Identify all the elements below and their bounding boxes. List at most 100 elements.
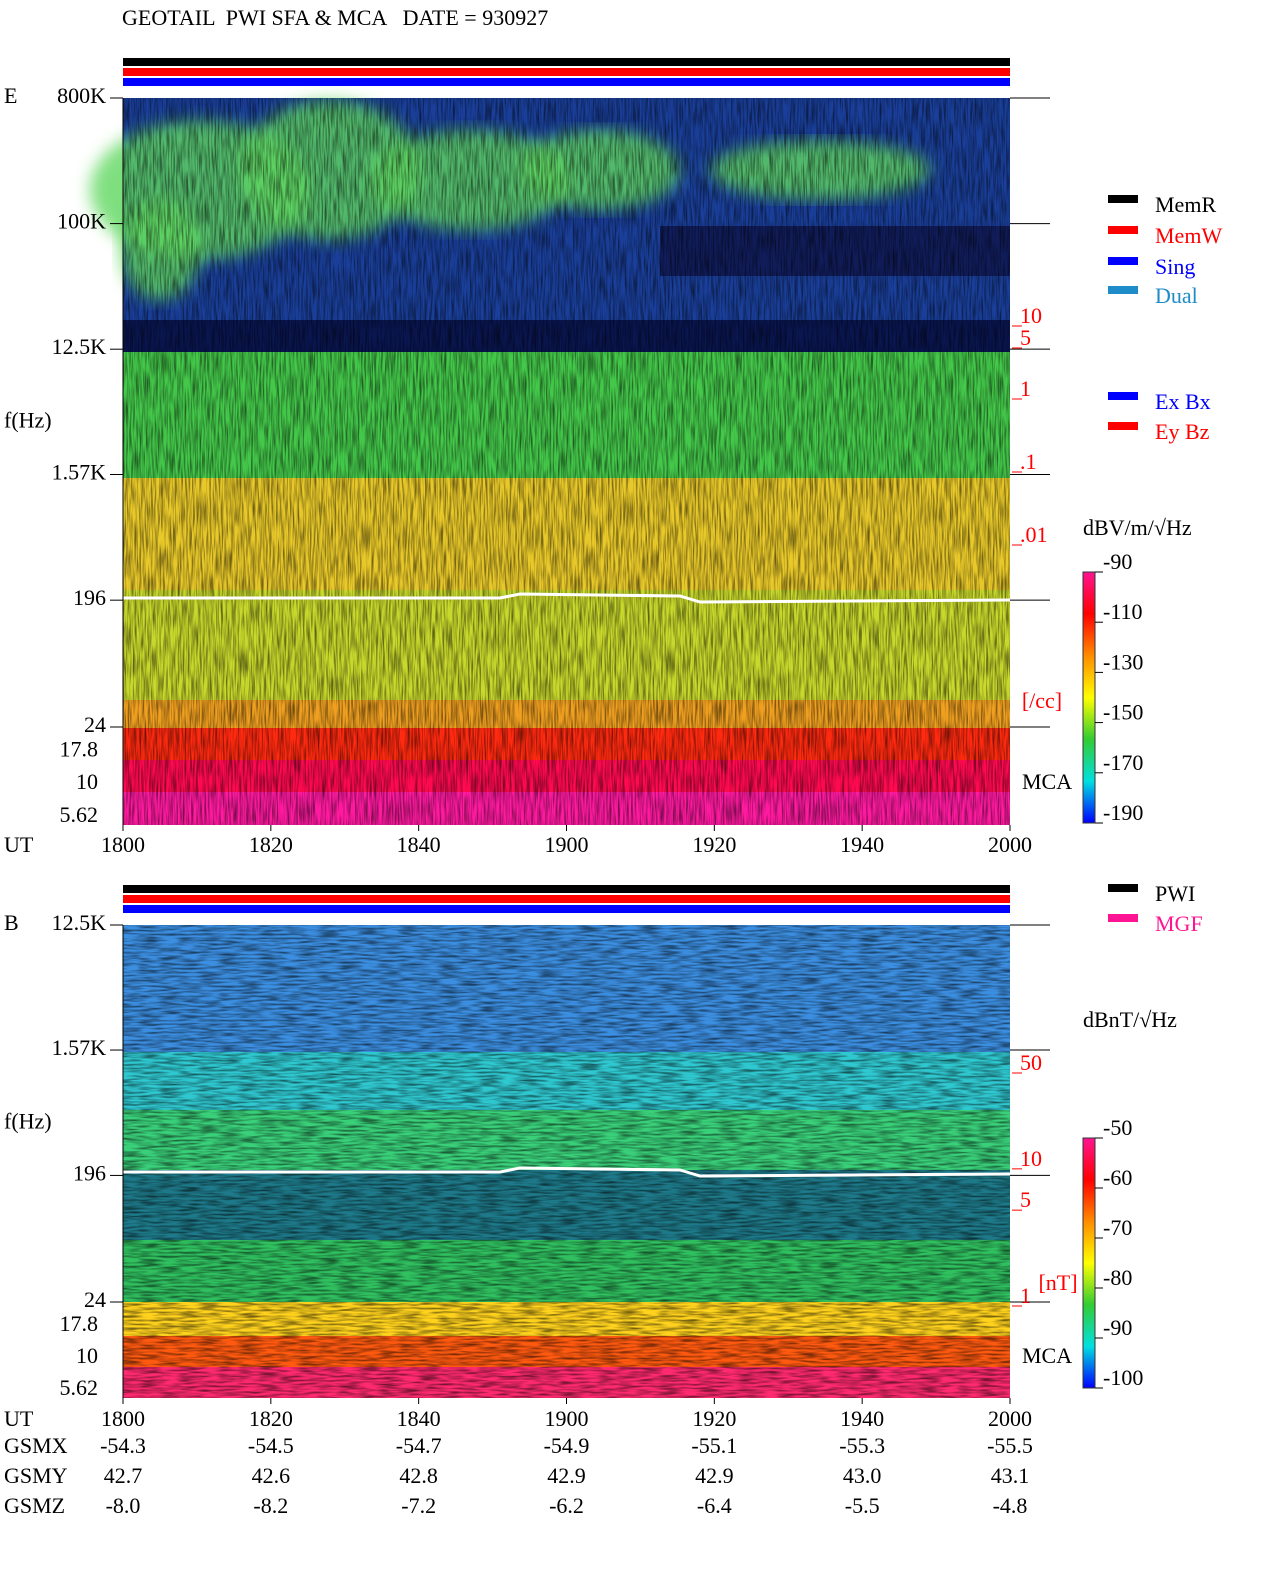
- mca-channel-label: 17.8: [60, 737, 99, 762]
- colorbar-label: dBnT/√Hz: [1083, 1007, 1177, 1032]
- orbit-value: 42.8: [399, 1463, 438, 1488]
- colorbar-tick-label: -100: [1103, 1365, 1143, 1390]
- y-tick-label: 12.5K: [52, 910, 107, 935]
- orbit-value: -4.8: [993, 1493, 1028, 1518]
- legend-swatch: [1108, 392, 1138, 400]
- colorbar-tick-label: -90: [1103, 1315, 1132, 1340]
- colorbar-tick-label: -90: [1103, 549, 1132, 574]
- y2-tick-label: 5: [1020, 1187, 1031, 1212]
- orbit-value: -54.9: [544, 1433, 590, 1458]
- y-tick-label: 196: [73, 585, 106, 610]
- orbit-value: -8.2: [253, 1493, 288, 1518]
- mca-channel-label: 10: [76, 769, 98, 794]
- legend-label: MemR: [1155, 192, 1216, 217]
- x-axis-label: UT: [4, 832, 34, 857]
- x-tick-label: 1900: [545, 832, 589, 857]
- orbit-row-name: GSMX: [4, 1433, 68, 1458]
- x-tick-label: 2000: [988, 832, 1032, 857]
- orbit-value: -55.3: [839, 1433, 885, 1458]
- status-bar: [123, 895, 1010, 903]
- y-tick-label: 12.5K: [52, 334, 107, 359]
- orbit-value: -6.2: [549, 1493, 584, 1518]
- orbit-row-name: GSMZ: [4, 1493, 65, 1518]
- mca-label: MCA: [1022, 1343, 1072, 1368]
- colorbar-tick-label: -170: [1103, 750, 1143, 775]
- x-tick-label: 1920: [692, 832, 736, 857]
- colorbar-tick-label: -130: [1103, 649, 1143, 674]
- colorbar-tick-label: -50: [1103, 1115, 1132, 1140]
- y2-axis-label: [/cc]: [1022, 688, 1062, 713]
- status-bar: [123, 885, 1010, 893]
- y2-tick-label: 50: [1020, 1050, 1042, 1075]
- orbit-value: 42.9: [547, 1463, 586, 1488]
- x-tick-label: 1940: [840, 832, 884, 857]
- x-tick-label: 1840: [397, 1406, 441, 1431]
- legend-swatch: [1108, 195, 1138, 203]
- x-tick-label: 1800: [101, 1406, 145, 1431]
- mca-channel-label: 10: [76, 1343, 98, 1368]
- x-tick-label: 1800: [101, 832, 145, 857]
- chart-title: GEOTAIL PWI SFA & MCA DATE = 930927: [122, 5, 548, 30]
- status-bar: [123, 905, 1010, 913]
- orbit-value: -55.1: [691, 1433, 737, 1458]
- y-tick-label: 1.57K: [52, 1035, 107, 1060]
- orbit-value: 43.0: [843, 1463, 882, 1488]
- legend-label: MGF: [1155, 911, 1203, 936]
- orbit-value: 43.1: [991, 1463, 1030, 1488]
- y2-tick-label: 5: [1020, 325, 1031, 350]
- colorbar-tick-label: -110: [1103, 599, 1143, 624]
- spectrogram: [123, 925, 1011, 1398]
- orbit-value: -54.7: [396, 1433, 442, 1458]
- colorbar-tick-label: -190: [1103, 800, 1143, 825]
- legend-swatch: [1108, 884, 1138, 892]
- y2-tick-label: 1: [1020, 1283, 1031, 1308]
- colorbar-tick-label: -80: [1103, 1265, 1132, 1290]
- y-tick-label: 24: [84, 1287, 106, 1312]
- texture: [123, 98, 1010, 825]
- y2-tick-label: .01: [1020, 522, 1048, 547]
- legend-label: MemW: [1155, 223, 1222, 248]
- colorbar-tick-label: -70: [1103, 1215, 1132, 1240]
- orbit-value: 42.7: [104, 1463, 143, 1488]
- plasma-line: [123, 592, 1011, 604]
- legend-label: Sing: [1155, 254, 1195, 279]
- x-tick-label: 1920: [692, 1406, 736, 1431]
- y2-tick-label: .1: [1020, 449, 1037, 474]
- mca-channel-label: 5.62: [60, 802, 99, 827]
- y-tick-label: 24: [84, 712, 106, 737]
- spectrogram: [90, 98, 1011, 825]
- status-bar: [123, 78, 1010, 86]
- orbit-value: -54.5: [248, 1433, 294, 1458]
- orbit-value: -54.3: [100, 1433, 146, 1458]
- legend-swatch: [1108, 257, 1138, 265]
- x-tick-label: 1900: [545, 1406, 589, 1431]
- colorbar: [1082, 1137, 1096, 1389]
- status-bar: [123, 68, 1010, 76]
- x-tick-label: 2000: [988, 1406, 1032, 1431]
- panel-label: E: [4, 83, 17, 108]
- colorbar: [1082, 571, 1096, 824]
- y2-tick-label: 1: [1020, 376, 1031, 401]
- orbit-row-name: GSMY: [4, 1463, 68, 1488]
- y2-axis-label: [nT]: [1038, 1270, 1077, 1295]
- legend-swatch: [1108, 226, 1138, 234]
- y2-tick-label: 10: [1020, 1146, 1042, 1171]
- status-bar: [123, 58, 1010, 66]
- y-tick-label: 100K: [57, 209, 106, 234]
- x-axis-label: UT: [4, 1406, 34, 1431]
- legend-label: Ex Bx: [1155, 389, 1211, 414]
- mca-channel-label: 17.8: [60, 1311, 99, 1336]
- colorbar-tick-label: -60: [1103, 1165, 1132, 1190]
- y-axis-label: f(Hz): [4, 408, 52, 433]
- y2-tick-label: 10: [1020, 303, 1042, 328]
- y-tick-label: 1.57K: [52, 460, 107, 485]
- x-tick-label: 1820: [249, 1406, 293, 1431]
- orbit-value: -8.0: [106, 1493, 141, 1518]
- legend-swatch: [1108, 422, 1138, 430]
- mca-channel-label: 5.62: [60, 1375, 99, 1400]
- plasma-line: [123, 1166, 1011, 1178]
- texture: [123, 925, 1010, 1398]
- colorbar-label: dBV/m/√Hz: [1083, 515, 1192, 540]
- panel-label: B: [4, 910, 19, 935]
